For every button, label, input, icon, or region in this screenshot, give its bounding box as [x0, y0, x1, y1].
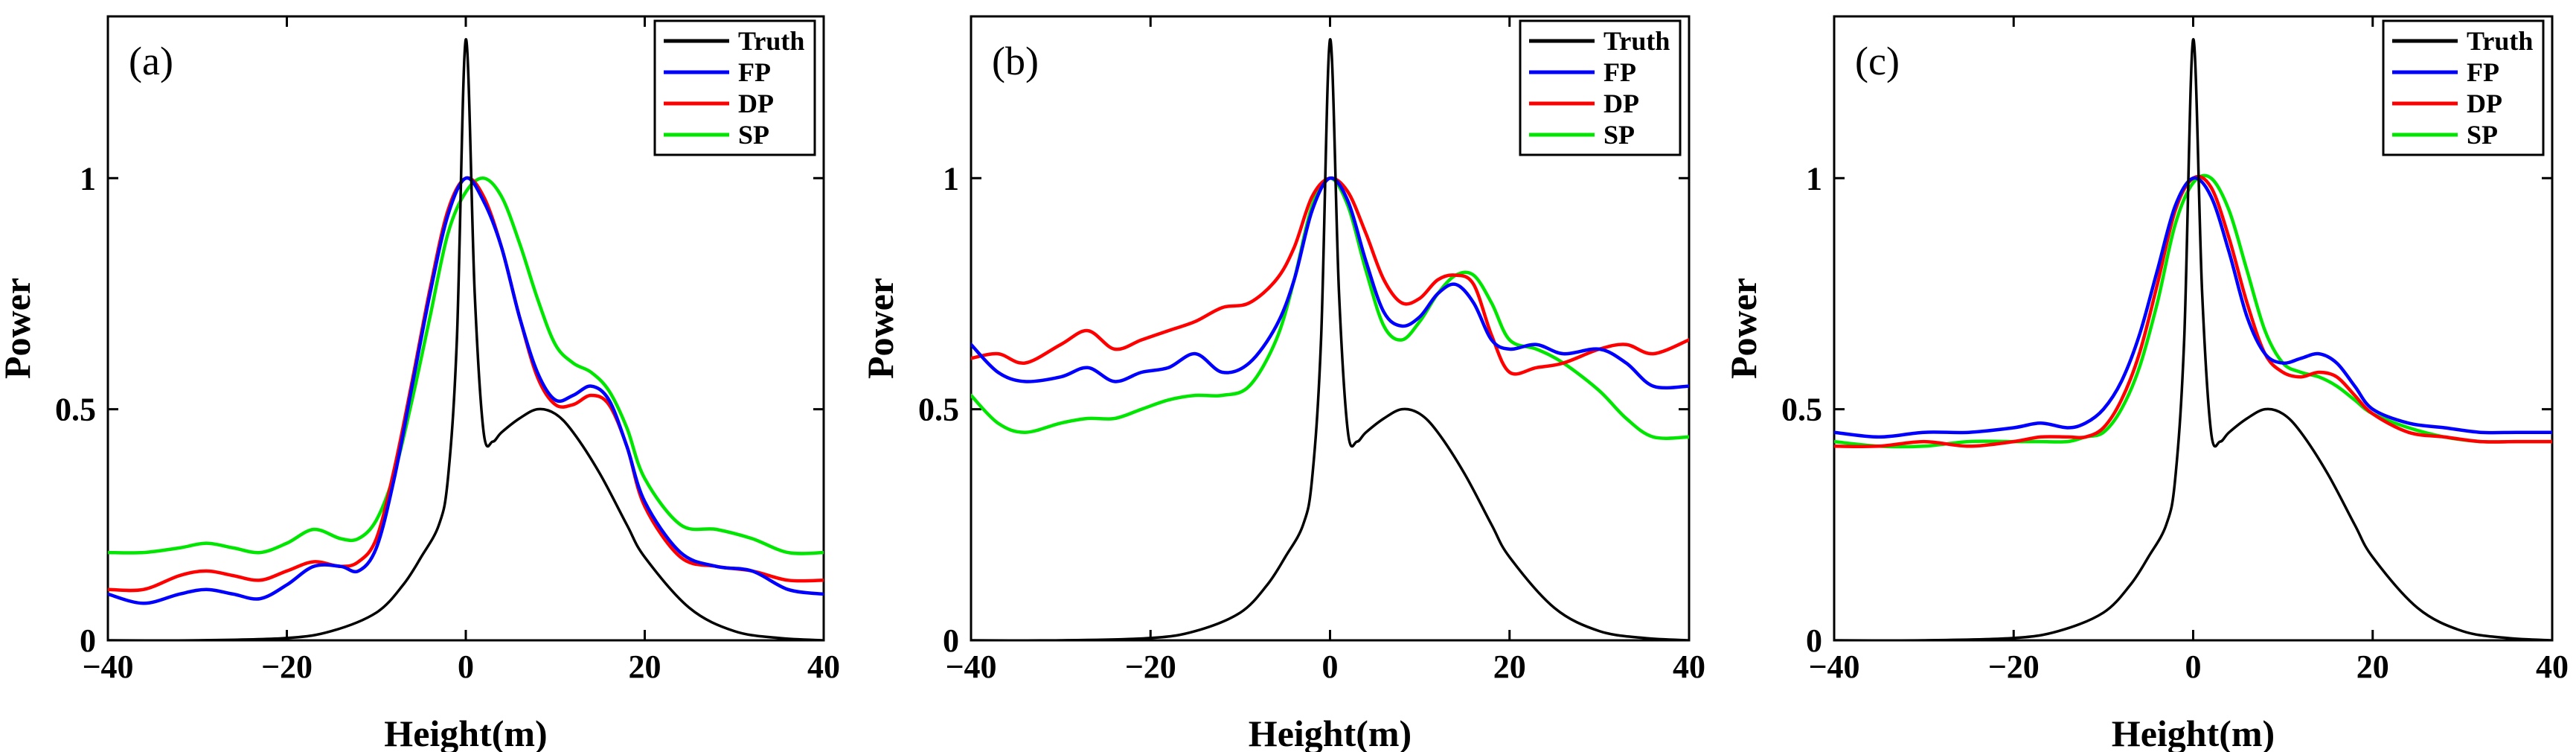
series-group: [971, 38, 1689, 640]
y-tick-label: 0.5: [55, 392, 96, 428]
y-tick-label: 0.5: [1781, 392, 1822, 428]
panel-label: (a): [129, 39, 173, 83]
x-tick-label: −20: [261, 649, 313, 685]
legend-label-fp: FP: [2467, 57, 2499, 87]
x-tick-label: −40: [1808, 649, 1859, 685]
y-axis-label: Power: [1723, 278, 1764, 379]
x-tick-label: 0: [458, 649, 474, 685]
legend-label-dp: DP: [2467, 89, 2502, 118]
x-axis-label: Height(m): [1249, 713, 1412, 752]
series-line-truth: [108, 38, 824, 640]
legend-label-truth: Truth: [2467, 26, 2533, 56]
x-tick-label: −40: [945, 649, 996, 685]
x-tick-label: −20: [1125, 649, 1176, 685]
chart-panel-3: −40 −20 0 20 40 0 0.5 1 Height(m) Power (c) TruthFP…: [1723, 15, 2569, 752]
y-tick-label: 0.5: [918, 392, 959, 428]
legend-box: [1519, 19, 1682, 156]
chart-panel-1: −40 −20 0 20 40 0 0.5 1 Height(m) Power (a) TruthFP…: [0, 15, 840, 752]
series-group: [108, 38, 824, 640]
series-line-fp: [971, 176, 1689, 390]
chart-panel-2: −40 −20 0 20 40 0 0.5 1 Height(m) Power (b) TruthFP…: [859, 15, 1705, 752]
series-line-truth: [971, 38, 1689, 640]
panel-label: (c): [1855, 39, 1900, 83]
series-line-fp: [1834, 176, 2552, 439]
legend-box: [2382, 19, 2545, 156]
y-tick-label: 0: [1806, 622, 1822, 659]
y-axis-label: Power: [859, 278, 901, 379]
panel-label: (b): [992, 39, 1039, 83]
y-axis-label: Power: [0, 278, 38, 379]
legend-box: [653, 19, 816, 156]
x-tick-label: 20: [1493, 649, 1526, 685]
series-line-truth: [1834, 38, 2552, 640]
legend-label-truth: Truth: [738, 26, 804, 56]
legend-label-sp: SP: [1603, 120, 1635, 150]
legend-label-fp: FP: [1603, 57, 1636, 87]
legend-label-fp: FP: [738, 57, 771, 87]
x-axis-label: Height(m): [384, 713, 547, 752]
series-group: [1834, 38, 2552, 640]
legend-label-sp: SP: [2467, 120, 2498, 150]
x-axis-label: Height(m): [2112, 713, 2275, 752]
x-tick-label: 40: [2536, 649, 2569, 685]
legend-label-sp: SP: [738, 120, 769, 150]
y-tick-label: 1: [943, 160, 959, 197]
x-tick-label: 40: [807, 649, 840, 685]
x-tick-label: 0: [2185, 649, 2202, 685]
series-line-fp: [108, 176, 824, 605]
y-tick-label: 0: [943, 622, 959, 659]
x-tick-label: −40: [82, 649, 133, 685]
legend-label-dp: DP: [738, 89, 774, 118]
legend-label-truth: Truth: [1603, 26, 1670, 56]
series-line-sp: [108, 176, 824, 555]
x-tick-label: 0: [1322, 649, 1339, 685]
series-line-dp: [1834, 174, 2552, 448]
series-line-sp: [971, 176, 1689, 440]
series-line-dp: [971, 176, 1689, 376]
legend-label-dp: DP: [1603, 89, 1639, 118]
y-tick-label: 0: [80, 622, 96, 659]
x-tick-label: −20: [1988, 649, 2040, 685]
y-tick-label: 1: [1806, 160, 1822, 197]
y-tick-label: 1: [80, 160, 96, 197]
x-tick-label: 20: [2356, 649, 2389, 685]
x-tick-label: 20: [629, 649, 661, 685]
x-tick-label: 40: [1673, 649, 1705, 685]
